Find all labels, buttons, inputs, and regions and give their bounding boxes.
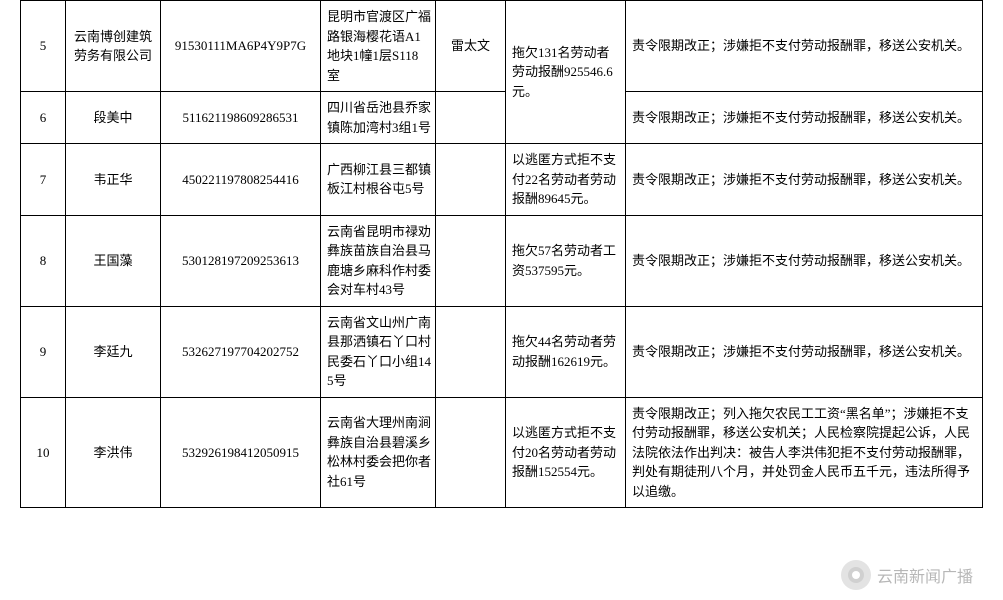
cell-violation: 以逃匿方式拒不支付22名劳动者劳动报酬89645元。 [506, 144, 626, 216]
cell-name: 王国藻 [66, 215, 161, 306]
cell-rep [436, 215, 506, 306]
violations-table: 5 云南博创建筑劳务有限公司 91530111MA6P4Y9P7G 昆明市官渡区… [20, 0, 983, 508]
cell-name: 李廷九 [66, 306, 161, 397]
cell-address: 昆明市官渡区广福路银海樱花语A1地块1幢1层S118室 [321, 1, 436, 92]
table-row: 5 云南博创建筑劳务有限公司 91530111MA6P4Y9P7G 昆明市官渡区… [21, 1, 983, 92]
cell-rep [436, 397, 506, 508]
cell-violation: 拖欠44名劳动者劳动报酬162619元。 [506, 306, 626, 397]
cell-id: 450221197808254416 [161, 144, 321, 216]
cell-index: 7 [21, 144, 66, 216]
cell-action: 责令限期改正；涉嫌拒不支付劳动报酬罪，移送公安机关。 [626, 1, 983, 92]
cell-action: 责令限期改正；涉嫌拒不支付劳动报酬罪，移送公安机关。 [626, 306, 983, 397]
cell-address: 四川省岳池县乔家镇陈加湾村3组1号 [321, 92, 436, 144]
cell-violation: 拖欠131名劳动者劳动报酬925546.6元。 [506, 1, 626, 144]
cell-index: 5 [21, 1, 66, 92]
cell-rep [436, 306, 506, 397]
cell-index: 8 [21, 215, 66, 306]
cell-action: 责令限期改正；涉嫌拒不支付劳动报酬罪，移送公安机关。 [626, 92, 983, 144]
cell-rep [436, 144, 506, 216]
cell-id: 532627197704202752 [161, 306, 321, 397]
cell-rep [436, 92, 506, 144]
watermark-icon [841, 560, 871, 590]
cell-violation: 拖欠57名劳动者工资537595元。 [506, 215, 626, 306]
cell-id: 530128197209253613 [161, 215, 321, 306]
cell-rep: 雷太文 [436, 1, 506, 92]
cell-address: 云南省文山州广南县那洒镇石丫口村民委石丫口小组145号 [321, 306, 436, 397]
cell-address: 广西柳江县三都镇板江村根谷屯5号 [321, 144, 436, 216]
table-body: 5 云南博创建筑劳务有限公司 91530111MA6P4Y9P7G 昆明市官渡区… [21, 1, 983, 508]
table-row: 7 韦正华 450221197808254416 广西柳江县三都镇板江村根谷屯5… [21, 144, 983, 216]
cell-name: 云南博创建筑劳务有限公司 [66, 1, 161, 92]
cell-name: 韦正华 [66, 144, 161, 216]
table-row: 8 王国藻 530128197209253613 云南省昆明市禄劝彝族苗族自治县… [21, 215, 983, 306]
cell-name: 段美中 [66, 92, 161, 144]
cell-action: 责令限期改正；列入拖欠农民工工资“黑名单”；涉嫌拒不支付劳动报酬罪，移送公安机关… [626, 397, 983, 508]
cell-id: 91530111MA6P4Y9P7G [161, 1, 321, 92]
watermark-text: 云南新闻广播 [877, 563, 973, 587]
cell-name: 李洪伟 [66, 397, 161, 508]
cell-id: 511621198609286531 [161, 92, 321, 144]
cell-index: 6 [21, 92, 66, 144]
cell-action: 责令限期改正；涉嫌拒不支付劳动报酬罪，移送公安机关。 [626, 144, 983, 216]
cell-index: 10 [21, 397, 66, 508]
cell-action: 责令限期改正；涉嫌拒不支付劳动报酬罪，移送公安机关。 [626, 215, 983, 306]
cell-id: 532926198412050915 [161, 397, 321, 508]
watermark: 云南新闻广播 [841, 560, 973, 590]
table-row: 9 李廷九 532627197704202752 云南省文山州广南县那洒镇石丫口… [21, 306, 983, 397]
cell-violation: 以逃匿方式拒不支付20名劳动者劳动报酬152554元。 [506, 397, 626, 508]
cell-address: 云南省大理州南涧彝族自治县碧溪乡松林村委会把你者社61号 [321, 397, 436, 508]
cell-index: 9 [21, 306, 66, 397]
table-row: 10 李洪伟 532926198412050915 云南省大理州南涧彝族自治县碧… [21, 397, 983, 508]
cell-address: 云南省昆明市禄劝彝族苗族自治县马鹿塘乡麻科作村委会对车村43号 [321, 215, 436, 306]
table-row: 6 段美中 511621198609286531 四川省岳池县乔家镇陈加湾村3组… [21, 92, 983, 144]
